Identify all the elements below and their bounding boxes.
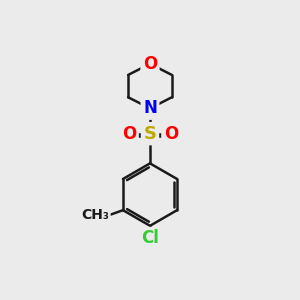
Text: O: O [143, 55, 157, 73]
Text: O: O [164, 125, 178, 143]
Text: S: S [143, 125, 157, 143]
Text: N: N [143, 99, 157, 117]
Text: O: O [122, 125, 136, 143]
Text: Cl: Cl [141, 229, 159, 247]
Text: CH₃: CH₃ [81, 208, 109, 222]
